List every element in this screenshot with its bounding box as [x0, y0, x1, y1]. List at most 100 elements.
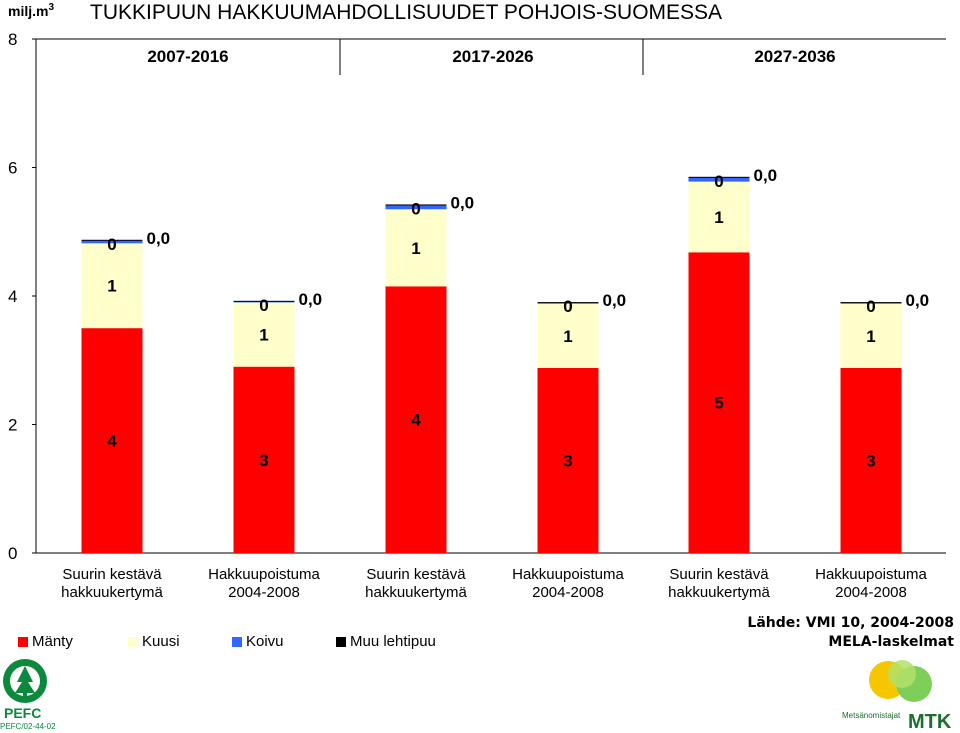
category-label: Suurin kestävä hakkuukertymä	[668, 566, 770, 601]
bar-mänty	[537, 367, 599, 553]
bar-kuusi	[688, 181, 750, 253]
bar-mänty	[81, 328, 143, 553]
legend-label: Koivu	[246, 633, 284, 650]
y-tick-label: 2	[8, 416, 17, 435]
data-label: 1	[107, 277, 116, 296]
category-label-line: Suurin kestävä	[669, 566, 769, 583]
bar-mänty	[385, 286, 447, 553]
data-label: 3	[259, 451, 268, 470]
bar-koivu	[688, 177, 750, 182]
period-labels: 2007-2016 2017-2026 2027-2036	[147, 47, 835, 66]
y-axis-unit-label: milj.m	[8, 3, 48, 19]
legend-swatch-muu-lehtipuu	[336, 636, 346, 647]
bar-muu-lehtipuu	[233, 300, 295, 302]
source-line: Lähde: VMI 10, 2004-2008	[747, 615, 954, 631]
bar-muu-lehtipuu	[81, 239, 143, 241]
category-label-line: Suurin kestävä	[62, 566, 162, 583]
y-tick-label: 0	[8, 544, 17, 563]
data-label: 0	[563, 297, 572, 316]
y-tick-label: 6	[8, 159, 17, 178]
category-label-line: Suurin kestävä	[366, 566, 466, 583]
data-label: 1	[714, 208, 723, 227]
source-note: Lähde: VMI 10, 2004-2008 MELA-laskelmat	[654, 614, 954, 652]
bar-muu-lehtipuu	[537, 302, 599, 304]
category-label-line: hakkuukertymä	[61, 584, 163, 601]
data-label: 0,0	[147, 229, 171, 248]
data-label: 0,0	[299, 290, 323, 309]
data-label: 0,0	[451, 193, 475, 212]
category-label: Hakkuupoistuma 2004-2008	[815, 566, 927, 601]
category-label-line: 2004-2008	[228, 584, 300, 601]
data-label: 3	[866, 451, 875, 470]
legend-label: Mänty	[32, 633, 73, 650]
bar-koivu	[385, 204, 447, 210]
category-labels: Suurin kestävä hakkuukertymäHakkuupoistum…	[61, 566, 927, 601]
bar-muu-lehtipuu	[385, 204, 447, 206]
data-label: 0	[866, 297, 875, 316]
data-label: 0,0	[603, 291, 627, 310]
y-axis-unit-exponent: 3	[48, 2, 54, 13]
category-label-line: 2004-2008	[835, 584, 907, 601]
y-axis-unit: milj.m3	[8, 2, 54, 19]
period-label: 2017-2026	[452, 47, 533, 66]
data-label: 3	[563, 451, 572, 470]
data-label: 1	[563, 327, 572, 346]
bar-mänty	[233, 366, 295, 553]
data-label: 5	[714, 394, 723, 413]
bar-mänty	[840, 367, 902, 553]
pefc-code: PEFC/02-44-02	[0, 722, 56, 731]
legend-item-muu-lehtipuu: Muu lehtipuu	[336, 633, 436, 650]
data-label: 0	[411, 199, 420, 218]
data-label: 4	[107, 432, 117, 451]
bar-muu-lehtipuu	[840, 302, 902, 304]
category-label-line: Hakkuupoistuma	[208, 566, 320, 583]
y-tick-label: 4	[8, 287, 17, 306]
category-label: Hakkuupoistuma 2004-2008	[208, 566, 320, 601]
data-label: 0	[259, 296, 268, 315]
bar-kuusi	[385, 209, 447, 287]
y-tick-label: 8	[8, 30, 17, 49]
data-label: 0	[714, 172, 723, 191]
category-label: Hakkuupoistuma 2004-2008	[512, 566, 624, 601]
mtk-wordmark: MTK	[908, 711, 952, 732]
category-label: Suurin kestävä hakkuukertymä	[365, 566, 467, 601]
legend-item-kuusi: Kuusi	[128, 633, 180, 650]
legend: Mänty Kuusi Koivu Muu lehtipuu	[18, 633, 498, 655]
category-label-line: Hakkuupoistuma	[512, 566, 624, 583]
mtk-logo: Metsänomistajat MTK	[842, 660, 952, 732]
data-label: 0,0	[906, 291, 930, 310]
bar-muu-lehtipuu	[688, 176, 750, 178]
legend-swatch-koivu	[232, 636, 242, 647]
bar-kuusi	[233, 302, 295, 367]
category-label-line: 2004-2008	[532, 584, 604, 601]
bars: 4 1 0 0,0 3 1 0 0,0 4 1 0 0,0 3 1 0 0,0 5 1 0 0,0 3 1 0 0,0	[81, 166, 930, 553]
category-label-line: hakkuukertymä	[668, 584, 770, 601]
period-label: 2007-2016	[147, 47, 228, 66]
category-label-line: Hakkuupoistuma	[815, 566, 927, 583]
pefc-wordmark: PEFC	[4, 705, 41, 721]
legend-item-mänty: Mänty	[18, 633, 73, 650]
bar-koivu	[81, 240, 143, 244]
bar-kuusi	[537, 303, 599, 368]
category-label: Suurin kestävä hakkuukertymä	[61, 566, 163, 601]
legend-swatch-mänty	[18, 636, 28, 647]
source-line: MELA-laskelmat	[828, 634, 954, 650]
bar-kuusi	[81, 243, 143, 329]
data-label: 0	[107, 235, 116, 254]
bar-kuusi	[840, 303, 902, 368]
bar-mänty	[688, 252, 750, 553]
legend-swatch-kuusi	[128, 636, 138, 647]
data-label: 0,0	[754, 166, 778, 185]
data-label: 1	[259, 326, 268, 345]
legend-label: Muu lehtipuu	[350, 633, 436, 650]
chart-title: TUKKIPUUN HAKKUUMAHDOLLISUUDET POHJOIS-S…	[90, 1, 722, 24]
category-label-line: hakkuukertymä	[365, 584, 467, 601]
data-label: 1	[411, 239, 420, 258]
axes: 0 2 4 6 8	[8, 30, 946, 563]
pefc-logo: PEFC PEFC/02-44-02	[0, 659, 56, 731]
legend-label: Kuusi	[142, 633, 180, 650]
period-label: 2027-2036	[754, 47, 835, 66]
legend-item-koivu: Koivu	[232, 633, 284, 650]
data-label: 1	[866, 327, 875, 346]
